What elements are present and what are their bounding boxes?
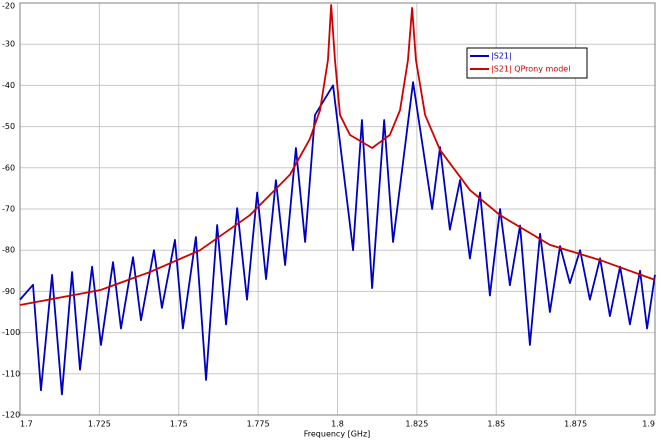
y-tick-label: -100	[2, 328, 20, 337]
x-axis-label: Frequency [GHz]	[304, 430, 371, 439]
x-tick-label: 1.775	[247, 420, 270, 429]
y-tick-label: -110	[2, 369, 20, 378]
legend-box	[466, 47, 588, 79]
x-tick-label: 1.85	[487, 420, 505, 429]
x-tick-label: 1.8	[331, 420, 344, 429]
y-tick-label: -80	[2, 246, 15, 255]
y-tick-label: -90	[2, 287, 15, 296]
y-tick-label: -50	[2, 122, 15, 131]
legend-label: |S21|	[491, 52, 512, 61]
series-line	[19, 4, 656, 306]
y-tick-label: -120	[2, 411, 20, 420]
x-tick-label: 1.825	[405, 420, 428, 429]
x-tick-label: 1.875	[564, 420, 587, 429]
legend-label: |S21| QProny model	[491, 65, 570, 74]
x-tick-label: 1.9	[642, 420, 655, 429]
x-tick-label: 1.75	[170, 420, 188, 429]
series-line	[19, 81, 656, 396]
y-tick-label: -40	[2, 81, 15, 90]
x-tick-label: 1.725	[88, 420, 111, 429]
y-tick-label: -60	[2, 163, 15, 172]
legend: |S21| |S21| QProny model	[466, 47, 588, 79]
x-tick-label: 1.7	[20, 420, 33, 429]
y-tick-label: -20	[2, 2, 15, 11]
y-tick-label: -70	[2, 205, 15, 214]
y-tick-label: -30	[2, 40, 15, 49]
plot-frame	[19, 2, 656, 416]
